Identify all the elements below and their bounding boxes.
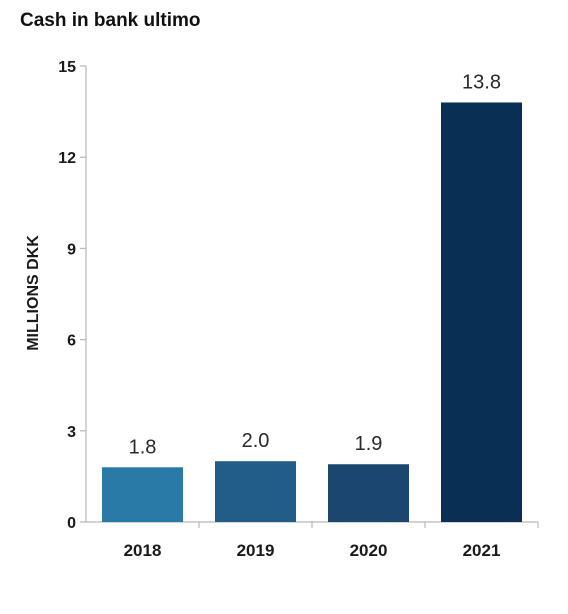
y-tick-label: 9 [67,241,76,258]
data-label: 1.8 [129,436,157,458]
bar-2021 [441,102,522,522]
y-tick-label: 0 [67,515,76,532]
x-tick-label: 2019 [237,541,275,560]
data-label: 1.9 [355,433,383,455]
y-tick-label: 3 [67,424,76,441]
axes: 0 3 6 9 12 15 [58,59,539,532]
labels: 2018 1.8 2019 2.0 2020 1.9 2021 13.8 [124,71,501,560]
data-label: 2.0 [242,430,270,452]
x-tick-label: 2021 [463,541,501,560]
bar-2019 [215,461,296,522]
y-tick-label: 6 [67,333,76,350]
y-tick-label: 12 [58,150,76,167]
x-tick-label: 2020 [350,541,388,560]
x-tick-label: 2018 [124,541,162,560]
bar-2018 [102,467,183,522]
y-tick-label: 15 [58,59,76,76]
bar-2020 [328,464,409,522]
data-label: 13.8 [462,71,501,93]
chart-title: Cash in bank ultimo [20,10,201,31]
bars [102,102,522,522]
y-axis-title: MILLIONS DKK [25,235,42,351]
